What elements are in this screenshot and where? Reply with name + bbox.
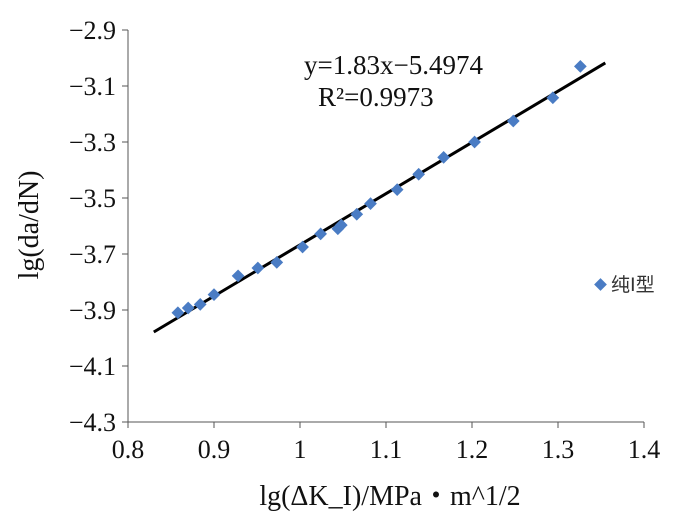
- y-axis-title: lg(da/dN): [14, 171, 45, 280]
- x-axis-title: lg(ΔK_I)/MPa・m^1/2: [259, 481, 520, 512]
- x-tick-label: 1.1: [370, 435, 403, 464]
- data-point: [390, 183, 404, 196]
- data-point: [334, 218, 348, 232]
- y-tick-label: −3.7: [69, 240, 116, 269]
- legend-label: 纯Ⅰ型: [611, 274, 655, 296]
- data-point: [468, 135, 481, 149]
- y-tick-label: −3.5: [69, 184, 116, 213]
- data-point: [296, 240, 309, 254]
- data-point: [314, 227, 328, 241]
- data-point: [193, 298, 207, 311]
- legend-marker: [594, 278, 607, 291]
- y-tick-label: −4.3: [69, 408, 116, 437]
- x-tick-label: 0.8: [112, 435, 145, 464]
- data-point: [270, 256, 284, 269]
- data-point: [573, 60, 587, 73]
- r-squared-label: R²=0.9973: [318, 82, 434, 112]
- data-point: [412, 167, 426, 181]
- equation-label: y=1.83x−5.4974: [304, 50, 483, 80]
- x-tick-label: 1.4: [628, 435, 661, 464]
- data-point: [207, 288, 221, 301]
- y-tick-label: −2.9: [69, 16, 116, 45]
- y-tick-label: −4.1: [69, 352, 116, 381]
- y-tick-label: −3.1: [69, 72, 116, 101]
- tick-labels: −2.9 −3.1 −3.3 −3.5 −3.7 −3.9 −4.1 −4.30.8 0.9 1 1…: [69, 16, 660, 464]
- data-point: [350, 207, 364, 221]
- data-points: [171, 60, 587, 320]
- x-tick-label: 0.9: [198, 435, 231, 464]
- data-point: [171, 306, 185, 320]
- legend: 纯Ⅰ型: [594, 274, 655, 296]
- x-tick-label: 1.2: [456, 435, 489, 464]
- data-point: [231, 269, 245, 283]
- data-point: [181, 301, 195, 315]
- x-tick-label: 1.3: [542, 435, 575, 464]
- trendline: [153, 61, 607, 334]
- trendline-group: [153, 61, 607, 334]
- axes: [122, 29, 645, 428]
- x-tick-label: 1: [294, 435, 307, 464]
- data-point: [437, 151, 450, 164]
- data-point: [364, 197, 377, 210]
- y-tick-label: −3.3: [69, 128, 116, 157]
- y-tick-label: −3.9: [69, 296, 116, 325]
